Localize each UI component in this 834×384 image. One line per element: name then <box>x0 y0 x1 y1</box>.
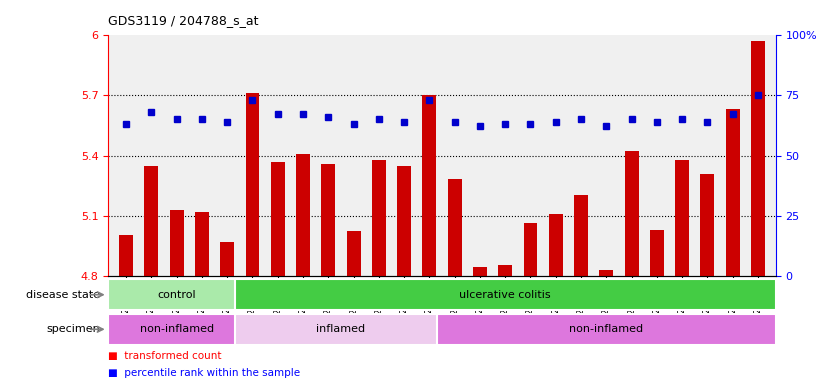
Bar <box>195 212 208 276</box>
Bar <box>108 279 245 310</box>
Bar <box>108 314 245 345</box>
Bar <box>235 314 447 345</box>
Text: ■  percentile rank within the sample: ■ percentile rank within the sample <box>108 368 300 378</box>
Text: non-inflamed: non-inflamed <box>139 324 214 334</box>
Bar <box>448 179 461 276</box>
Text: ■  transformed count: ■ transformed count <box>108 351 222 361</box>
Bar <box>726 109 740 276</box>
Bar <box>397 166 411 276</box>
Text: ulcerative colitis: ulcerative colitis <box>460 290 551 300</box>
Bar <box>650 230 664 276</box>
Bar <box>524 223 537 276</box>
Bar <box>321 164 335 276</box>
Text: GDS3119 / 204788_s_at: GDS3119 / 204788_s_at <box>108 14 259 27</box>
Text: control: control <box>158 290 196 300</box>
Bar <box>625 152 639 276</box>
Bar <box>574 195 588 276</box>
Bar <box>119 235 133 276</box>
Bar <box>549 214 563 276</box>
Bar <box>169 210 183 276</box>
Text: inflamed: inflamed <box>316 324 365 334</box>
Bar <box>498 265 512 276</box>
Bar <box>245 93 259 276</box>
Text: specimen: specimen <box>47 324 100 334</box>
Bar <box>235 279 776 310</box>
Bar <box>676 160 689 276</box>
Bar <box>144 166 158 276</box>
Bar <box>271 162 284 276</box>
Bar <box>600 270 613 276</box>
Bar <box>296 154 310 276</box>
Text: non-inflamed: non-inflamed <box>570 324 643 334</box>
Bar <box>701 174 715 276</box>
Bar <box>372 160 386 276</box>
Bar <box>751 41 765 276</box>
Bar <box>220 242 234 276</box>
Bar <box>347 231 360 276</box>
Bar <box>437 314 776 345</box>
Bar <box>473 267 487 276</box>
Bar <box>423 95 436 276</box>
Text: disease state: disease state <box>26 290 100 300</box>
